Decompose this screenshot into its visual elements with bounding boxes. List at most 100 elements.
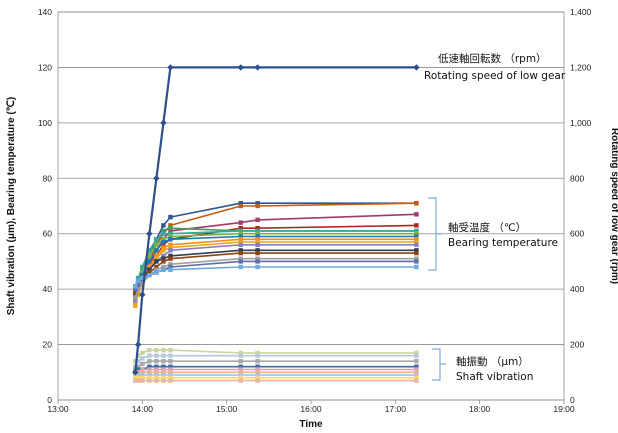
series-point-temp: [255, 237, 260, 242]
series-point-temp: [414, 242, 419, 247]
series-point-temp: [154, 239, 159, 245]
y-right-tick-label: 200: [570, 340, 584, 350]
y-right-tick-label: 1,400: [570, 7, 592, 17]
series-point-vib: [238, 378, 243, 383]
series-point-vib: [255, 353, 260, 358]
series-point-vib: [414, 378, 419, 383]
series-point-temp: [255, 228, 260, 234]
series-point-vib: [238, 353, 243, 358]
series-point-vib: [161, 347, 166, 353]
series-point-temp: [133, 298, 138, 303]
series-point-temp: [255, 201, 260, 206]
series-point-vib: [168, 353, 173, 358]
series-point-temp: [255, 234, 260, 239]
series-layer: [132, 64, 420, 383]
series-point-temp: [414, 264, 419, 270]
series-point-vib: [168, 370, 173, 375]
x-tick-label: 13:00: [47, 404, 69, 414]
series-point-temp: [135, 278, 141, 284]
series-point-temp: [238, 242, 243, 247]
series-point-temp: [154, 237, 159, 242]
series-point-temp: [140, 273, 145, 278]
series-point-vib: [147, 367, 152, 372]
series-point-temp: [154, 264, 159, 270]
series-line-temp: [134, 249, 417, 295]
y-right-tick-label: 0: [570, 395, 575, 405]
x-axis-title: Time: [299, 419, 323, 430]
series-point-rpm: [167, 64, 174, 71]
series-point-vib: [414, 370, 419, 375]
series-point-vib: [238, 375, 243, 381]
series-point-vib: [414, 375, 419, 381]
series-point-temp: [238, 237, 243, 242]
temp-label-en: Bearing temperature: [448, 237, 558, 249]
y-left-tick-label: 20: [43, 340, 53, 350]
series-point-vib: [161, 364, 166, 369]
series-point-temp: [161, 245, 166, 250]
vib-label-jp: 軸振動 （μm）: [456, 355, 529, 368]
series-point-temp: [414, 231, 419, 236]
series-point-temp: [147, 253, 152, 259]
series-point-temp: [168, 248, 173, 253]
series-point-rpm: [254, 64, 261, 71]
series-point-temp: [238, 264, 243, 270]
series-point-temp: [154, 270, 159, 275]
series-point-temp: [161, 256, 166, 261]
series-point-temp: [140, 278, 145, 284]
series-point-rpm: [160, 119, 167, 127]
series-point-vib: [255, 359, 260, 364]
series-point-vib: [133, 359, 138, 364]
series-point-vib: [135, 367, 141, 372]
series-point-rpm: [237, 64, 244, 71]
series-line-temp: [134, 238, 417, 304]
vib-label-en: Shaft vibration: [456, 371, 533, 383]
series-point-temp: [161, 264, 166, 270]
series-point-vib: [135, 372, 141, 378]
series-point-vib: [414, 359, 419, 364]
series-point-vib: [255, 378, 260, 383]
series-point-vib: [414, 350, 419, 356]
series-point-temp: [147, 267, 152, 272]
series-point-temp: [168, 256, 173, 261]
series-point-temp: [238, 239, 243, 245]
series-point-temp: [168, 253, 173, 259]
series-point-temp: [161, 239, 166, 245]
series-point-temp: [161, 242, 166, 247]
series-point-temp: [168, 231, 173, 236]
y-right-tick-label: 600: [570, 229, 584, 239]
series-point-vib: [135, 359, 141, 364]
series-point-vib: [147, 353, 152, 358]
series-point-vib: [161, 370, 166, 375]
series-point-temp: [414, 237, 419, 242]
series-point-temp: [154, 253, 159, 259]
series-point-temp: [133, 292, 138, 297]
series-point-temp: [161, 231, 166, 236]
series-point-temp: [154, 259, 159, 264]
x-tick-label: 15:00: [216, 404, 238, 414]
axes: 0 20 40 60 80 100 120 140 0 200 400 600 800 1,000 1,20…: [6, 7, 618, 430]
series-point-temp: [147, 248, 152, 253]
series-point-temp: [414, 223, 419, 228]
series-point-vib: [161, 378, 166, 383]
series-point-vib: [255, 370, 260, 375]
series-line-vib: [134, 360, 417, 371]
series-point-vib: [147, 375, 152, 381]
series-point-temp: [168, 225, 173, 231]
series-point-temp: [147, 270, 152, 275]
series-point-temp: [414, 256, 419, 261]
series-point-temp: [161, 223, 166, 228]
series-point-temp: [140, 270, 145, 275]
series-point-temp: [238, 231, 243, 236]
series-point-vib: [154, 353, 159, 358]
series-point-temp: [168, 223, 173, 228]
rpm-label-en: Rotating speed of low gear: [424, 70, 566, 82]
series-line-temp: [134, 266, 417, 287]
series-point-vib: [140, 350, 145, 356]
series-point-vib: [147, 378, 152, 383]
series-point-rpm: [413, 64, 420, 71]
series-point-temp: [238, 259, 243, 264]
x-tick-label: 18:00: [469, 404, 491, 414]
series-point-temp: [168, 264, 173, 270]
series-point-temp: [238, 203, 243, 209]
series-point-vib: [255, 350, 260, 356]
